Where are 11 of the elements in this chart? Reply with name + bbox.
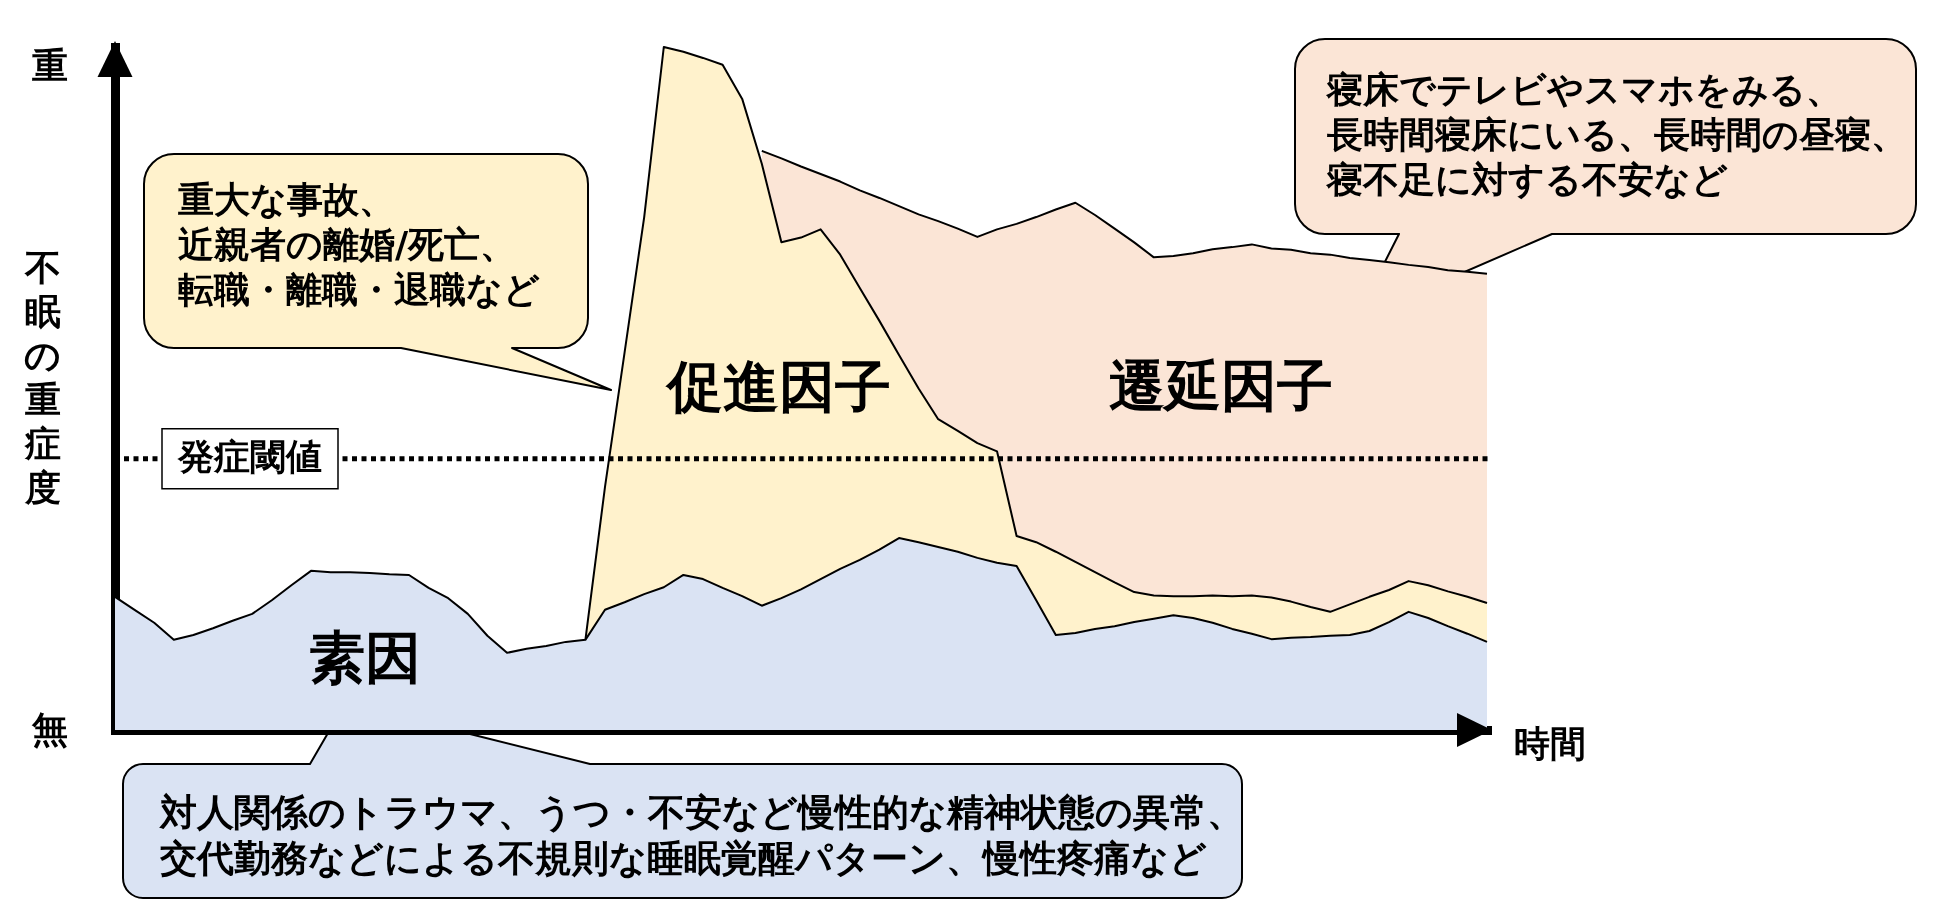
annotation: 寝床でテレビやスマホをみる、長時間寝床にいる、長時間の昼寝、寝不足に対する不安など bbox=[1327, 68, 1907, 202]
text: 無 bbox=[32, 709, 68, 750]
text: 対人関係のトラウマ、うつ・不安など慢性的な精神状態の異常、交代勤務などによる不規則な睡眠覚醒パターン、慢性疼痛など bbox=[160, 790, 1244, 882]
series-label: 促進因子 bbox=[665, 353, 891, 419]
ref-line-label: 発症閾値 bbox=[177, 436, 322, 478]
series-label: 素因 bbox=[309, 624, 421, 690]
x-axis-title: 時間 bbox=[1514, 723, 1586, 764]
annotation: 重大な事故、近親者の離婚/死亡、転職・離職・退職など bbox=[178, 178, 540, 312]
y-axis-title: 不眠の重症度 bbox=[24, 246, 61, 510]
text: 重 bbox=[32, 45, 68, 86]
series-label: 遷延因子 bbox=[1109, 352, 1333, 418]
